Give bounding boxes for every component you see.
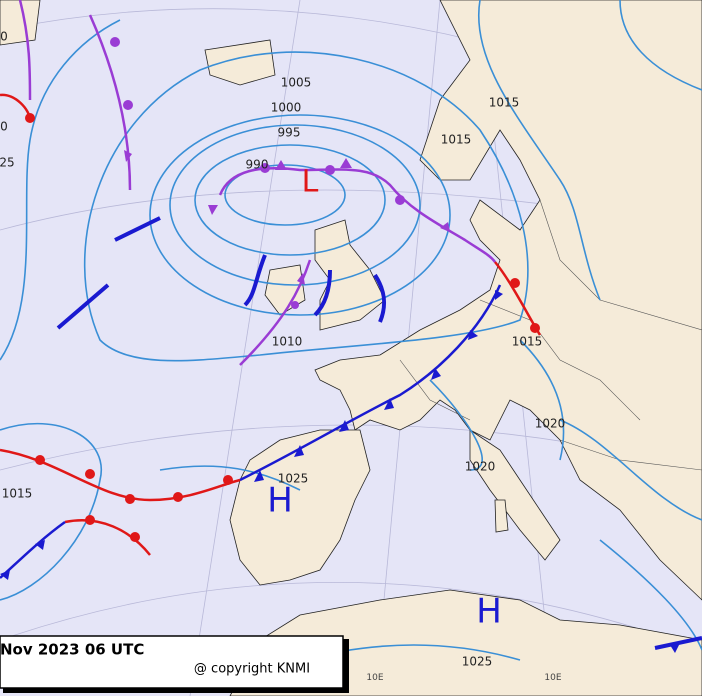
front-symbols (110, 37, 450, 309)
fronts (0, 0, 702, 653)
isobar-label: 1025 (278, 472, 309, 486)
warm-front (64, 519, 151, 556)
isobar-label: 0 (0, 30, 8, 44)
isobar-label: 990 (246, 158, 269, 172)
title-box: Nov 2023 06 UTC @ copyright KNMI (0, 635, 349, 693)
front-symbols (25, 113, 540, 542)
occluded-front (239, 259, 312, 366)
copyright: @ copyright KNMI (194, 662, 310, 677)
isobar-label: 1020 (535, 417, 566, 431)
warm-front (0, 448, 241, 502)
isobar-label: 1015 (489, 96, 520, 110)
meridian-label: 10E (544, 673, 561, 683)
high-center: H (476, 592, 502, 632)
isobar-label: 1010 (272, 335, 303, 349)
front-symbols (0, 290, 680, 653)
isobar-label: 1025 (462, 655, 493, 669)
isobar-labels: 1005 1000 995 990 1015 1015 1010 1015 10… (0, 30, 565, 669)
low-center: L (302, 165, 319, 200)
trough (56, 216, 702, 650)
isobar-label: 1020 (465, 460, 496, 474)
isobar-label: 0 (0, 120, 8, 134)
map-title: Nov 2023 06 UTC (0, 641, 144, 659)
high-center: H (267, 481, 293, 521)
pressure-centers: L H H (267, 165, 502, 632)
isobar-label: 1005 (281, 76, 312, 90)
isobar-label: 1015 (512, 335, 543, 349)
isobar-label: 995 (278, 126, 301, 140)
isobar-label: 25 (0, 156, 15, 170)
isobar-label: 1015 (441, 133, 472, 147)
isobars (0, 0, 702, 661)
cold-front (239, 284, 502, 482)
occluded-front (18, 0, 32, 101)
isobar-label: 1015 (2, 487, 33, 501)
occluded-front (88, 14, 132, 191)
isobar-label: 1000 (271, 101, 302, 115)
meridian-label: 10E (366, 673, 383, 683)
